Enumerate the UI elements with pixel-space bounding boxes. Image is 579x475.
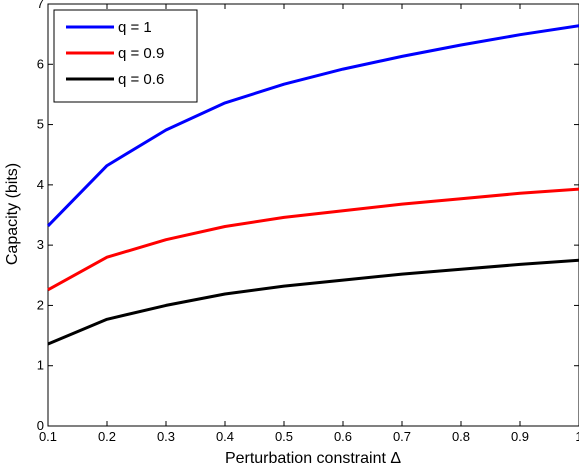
series-layer [46,24,579,346]
axes-layer: 0.1 0.2 0.3 0.4 0.5 0.6 0.7 0.8 0.9 1 0 1 2 3 4 5 6 7 [37,0,579,444]
x-tick-label: 0.3 [157,429,175,444]
legend: q = 1 q = 0.9 q = 0.6 [53,9,198,103]
y-tick-label: 5 [37,117,44,132]
series-line-1 [46,24,579,227]
x-tick-label: 1 [575,429,579,444]
x-tick-label: 0.5 [275,429,293,444]
x-tick-label: 0.2 [98,429,116,444]
x-axis-label: Perturbation constraint Δ [225,450,401,467]
series-line-2 [47,187,579,292]
legend-label-3: q = 0.6 [118,71,164,88]
x-tick-label: 0.1 [39,429,57,444]
y-tick-label: 0 [37,418,44,433]
x-tick-label: 0.4 [216,429,234,444]
x-tick-label: 0.6 [334,429,352,444]
legend-label-1: q = 1 [118,19,152,36]
y-tick-label: 2 [37,297,44,312]
legend-box [53,9,198,103]
plot-frame [47,3,579,427]
x-tick-label: 0.9 [511,429,529,444]
y-tick-label: 6 [37,56,44,71]
y-tick-label: 1 [37,358,44,373]
x-tick-label: 0.8 [452,429,470,444]
y-tick-label: 3 [37,237,44,252]
x-tick-label: 0.7 [393,429,411,444]
series-line-3 [47,258,579,346]
legend-label-2: q = 0.9 [118,45,164,62]
y-tick-label: 7 [37,0,44,11]
y-axis-label: Capacity (bits) [4,163,21,265]
y-tick-label: 4 [37,177,44,192]
